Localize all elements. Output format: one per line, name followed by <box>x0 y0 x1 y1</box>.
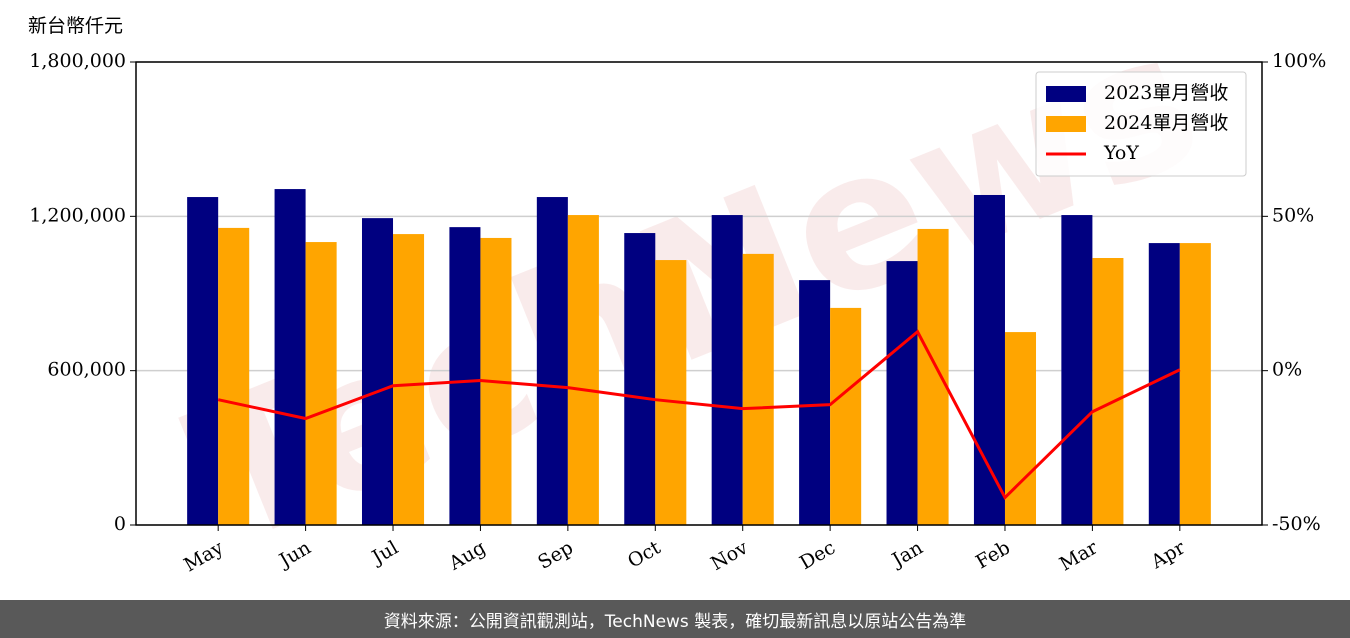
x-tick-label: May <box>180 536 227 576</box>
bar <box>393 234 425 525</box>
bar <box>886 261 918 525</box>
bar <box>1061 215 1093 525</box>
bar <box>1092 258 1124 525</box>
y2-tick-label: 0% <box>1272 359 1302 381</box>
x-tick-label: Aug <box>445 537 490 576</box>
legend-swatch <box>1046 86 1086 102</box>
plot-frame <box>135 61 1263 526</box>
x-tick-label: Jul <box>367 537 402 570</box>
bar <box>1179 243 1211 525</box>
bar <box>830 307 862 525</box>
bar <box>973 194 1005 525</box>
bar <box>305 242 337 526</box>
bar <box>567 215 599 525</box>
bar <box>799 280 831 525</box>
x-tick-label: Jan <box>887 537 927 573</box>
x-tick-label: Feb <box>972 537 1014 574</box>
legend-label: 2024單月營收 <box>1104 112 1228 134</box>
bar <box>449 227 481 526</box>
line <box>217 329 1181 501</box>
legend-label: 2023單月營收 <box>1104 82 1228 104</box>
bar <box>536 197 568 525</box>
bar <box>274 189 306 525</box>
bar <box>711 215 743 525</box>
x-tick-label: Dec <box>796 537 839 575</box>
bar <box>218 227 250 526</box>
chart: 新台幣仟元 TechNews 0600,0001,200,0001,800,00… <box>28 0 1326 588</box>
footer: 資料來源：公開資訊觀測站，TechNews 製表，確切最新訊息以原站公告為準 <box>0 600 1350 638</box>
x-tick-label: Mar <box>1056 536 1102 575</box>
y-axis-label: 新台幣仟元 <box>28 15 123 37</box>
bar <box>1004 332 1037 525</box>
y-tick-label: 600,000 <box>47 359 126 381</box>
x-tick-label: Apr <box>1147 536 1190 573</box>
x-tick-label: Nov <box>707 536 752 575</box>
legend-box <box>1035 71 1247 177</box>
bar <box>655 260 687 525</box>
y2-tick-label: 100% <box>1272 50 1326 72</box>
x-tick-label: Oct <box>624 536 665 572</box>
x-tick-label: Sep <box>534 537 577 574</box>
y2-tick-label: 50% <box>1272 204 1314 226</box>
legend-label: YoY <box>1103 142 1139 164</box>
y2-tick-label: -50% <box>1272 513 1321 535</box>
bar <box>187 197 219 525</box>
bar <box>624 233 656 525</box>
bar <box>1148 243 1180 525</box>
y-tick-label: 0 <box>114 513 126 535</box>
bar <box>917 228 949 525</box>
legend-swatch <box>1046 116 1086 132</box>
y-tick-label: 1,200,000 <box>29 204 126 226</box>
bar <box>361 218 394 525</box>
bar <box>742 253 774 526</box>
y-tick-label: 1,800,000 <box>29 50 126 72</box>
